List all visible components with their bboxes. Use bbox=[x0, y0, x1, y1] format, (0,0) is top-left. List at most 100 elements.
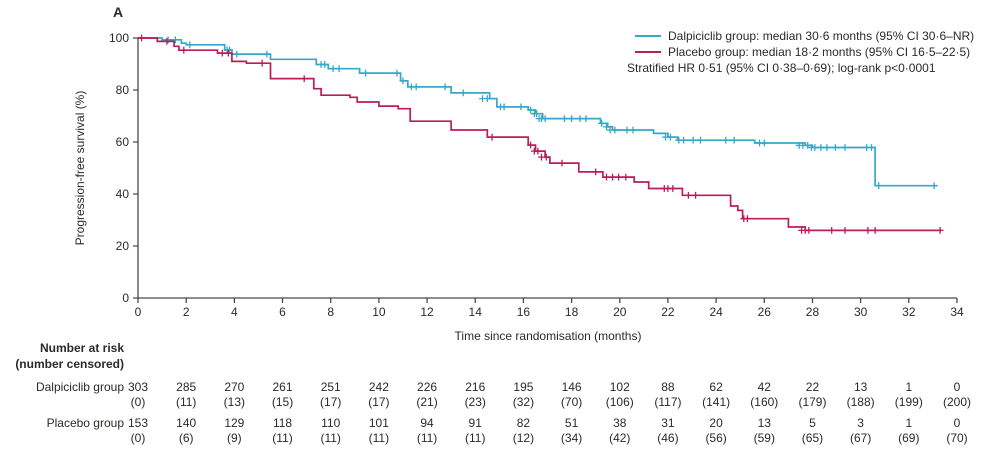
risk-count: 216 bbox=[465, 380, 486, 394]
placebo-curve bbox=[138, 34, 944, 234]
risk-count: 1 bbox=[905, 380, 913, 394]
x-axis-title: Time since randomisation (months) bbox=[454, 329, 642, 343]
risk-count: 31 bbox=[661, 416, 675, 430]
risk-count: 82 bbox=[516, 416, 531, 430]
x-tick-label: 24 bbox=[709, 305, 723, 319]
censored-count: (46) bbox=[657, 431, 679, 445]
x-tick-label: 22 bbox=[661, 305, 675, 319]
risk-count: 20 bbox=[709, 416, 723, 430]
risk-count: 226 bbox=[417, 380, 438, 394]
hr-annotation: Stratified HR 0·51 (95% CI 0·38–0·69); l… bbox=[627, 61, 936, 75]
x-tick-label: 8 bbox=[327, 305, 334, 319]
censored-count: (0) bbox=[130, 395, 146, 409]
risk-count: 38 bbox=[613, 416, 627, 430]
x-tick-label: 34 bbox=[950, 305, 964, 319]
legend-label-placebo: Placebo group: median 18·2 months (95% C… bbox=[668, 45, 971, 59]
risk-count: 102 bbox=[609, 380, 630, 394]
censored-count: (11) bbox=[320, 431, 341, 445]
censored-count: (65) bbox=[801, 431, 824, 445]
risk-count: 13 bbox=[757, 416, 771, 430]
risk-count: 285 bbox=[176, 380, 197, 394]
x-tick-label: 2 bbox=[183, 305, 190, 319]
x-tick-label: 10 bbox=[372, 305, 386, 319]
censored-count: (160) bbox=[750, 395, 779, 409]
risk-count: 153 bbox=[127, 416, 149, 430]
risk-count: 3 bbox=[857, 416, 864, 430]
risk-count: 0 bbox=[953, 380, 961, 394]
censored-count: (0) bbox=[130, 431, 146, 445]
risk-count: 118 bbox=[272, 416, 293, 430]
x-tick-label: 32 bbox=[902, 305, 916, 319]
placebo-line-swatch bbox=[635, 51, 661, 53]
risk-count: 303 bbox=[127, 380, 149, 394]
panel-label: A bbox=[113, 4, 124, 20]
x-tick-label: 16 bbox=[517, 305, 531, 319]
censored-count: (70) bbox=[946, 431, 968, 445]
censored-count: (6) bbox=[178, 431, 194, 445]
x-tick-label: 26 bbox=[758, 305, 772, 319]
legend-item-dalpiciclib: Dalpiciclib group: median 30·6 months (9… bbox=[627, 28, 974, 44]
risk-count: 13 bbox=[853, 380, 868, 394]
censored-count: (11) bbox=[368, 431, 390, 445]
x-tick-label: 0 bbox=[135, 305, 142, 319]
censored-count: (42) bbox=[609, 431, 631, 445]
risk-row-label-dalpiciclib: Dalpiciclib group bbox=[35, 380, 124, 394]
censored-count: (59) bbox=[753, 431, 775, 445]
dalpiciclib-line-swatch bbox=[635, 35, 661, 37]
censored-count: (199) bbox=[894, 395, 923, 409]
risk-count: 251 bbox=[320, 380, 341, 394]
risk-count: 62 bbox=[709, 380, 723, 394]
x-tick-label: 14 bbox=[469, 305, 483, 319]
censored-count: (67) bbox=[849, 431, 872, 445]
risk-count: 195 bbox=[513, 380, 534, 394]
censored-count: (9) bbox=[227, 431, 242, 445]
x-tick-label: 4 bbox=[231, 305, 238, 319]
risk-count: 129 bbox=[224, 416, 245, 430]
censored-count: (15) bbox=[271, 395, 294, 409]
censored-count: (13) bbox=[223, 395, 246, 409]
dalpiciclib-curve bbox=[138, 36, 938, 190]
censor-marks bbox=[138, 34, 944, 234]
y-tick-label: 80 bbox=[116, 83, 130, 97]
risk-row-label-placebo: Placebo group bbox=[46, 416, 124, 430]
risk-count: 146 bbox=[561, 380, 582, 394]
censor-marks bbox=[164, 36, 938, 190]
risk-count: 51 bbox=[564, 416, 579, 430]
axes bbox=[133, 37, 958, 303]
censored-count: (11) bbox=[272, 431, 293, 445]
censored-count: (17) bbox=[320, 395, 342, 409]
censored-count: (23) bbox=[464, 395, 486, 409]
x-tick-label: 28 bbox=[806, 305, 820, 319]
legend: Dalpiciclib group: median 30·6 months (9… bbox=[627, 28, 974, 76]
x-tick-label: 18 bbox=[565, 305, 579, 319]
censored-count: (179) bbox=[798, 395, 827, 409]
censored-count: (200) bbox=[942, 395, 972, 409]
x-tick-label: 20 bbox=[613, 305, 627, 319]
risk-count: 110 bbox=[321, 416, 341, 430]
y-tick-label: 0 bbox=[122, 291, 129, 305]
risk-count: 242 bbox=[368, 380, 389, 394]
risk-count: 42 bbox=[757, 380, 771, 394]
censored-count: (34) bbox=[560, 431, 583, 445]
risk-table-subtitle: (number censored) bbox=[15, 357, 124, 371]
risk-count: 22 bbox=[805, 380, 820, 394]
risk-count: 140 bbox=[176, 416, 197, 430]
legend-label-dalpiciclib: Dalpiciclib group: median 30·6 months (9… bbox=[668, 29, 975, 43]
censored-count: (56) bbox=[705, 431, 727, 445]
censored-count: (70) bbox=[560, 395, 583, 409]
censored-count: (117) bbox=[654, 395, 682, 409]
risk-count: 5 bbox=[809, 416, 816, 430]
risk-count: 94 bbox=[420, 416, 434, 430]
risk-count: 0 bbox=[953, 416, 961, 430]
x-tick-label: 6 bbox=[279, 305, 286, 319]
censored-count: (12) bbox=[512, 431, 535, 445]
risk-count: 270 bbox=[224, 380, 245, 394]
censored-count: (17) bbox=[368, 395, 390, 409]
censored-count: (141) bbox=[702, 395, 731, 409]
y-tick-label: 40 bbox=[116, 187, 130, 201]
x-tick-label: 12 bbox=[420, 305, 434, 319]
risk-count: 88 bbox=[661, 380, 675, 394]
risk-count: 91 bbox=[468, 416, 482, 430]
